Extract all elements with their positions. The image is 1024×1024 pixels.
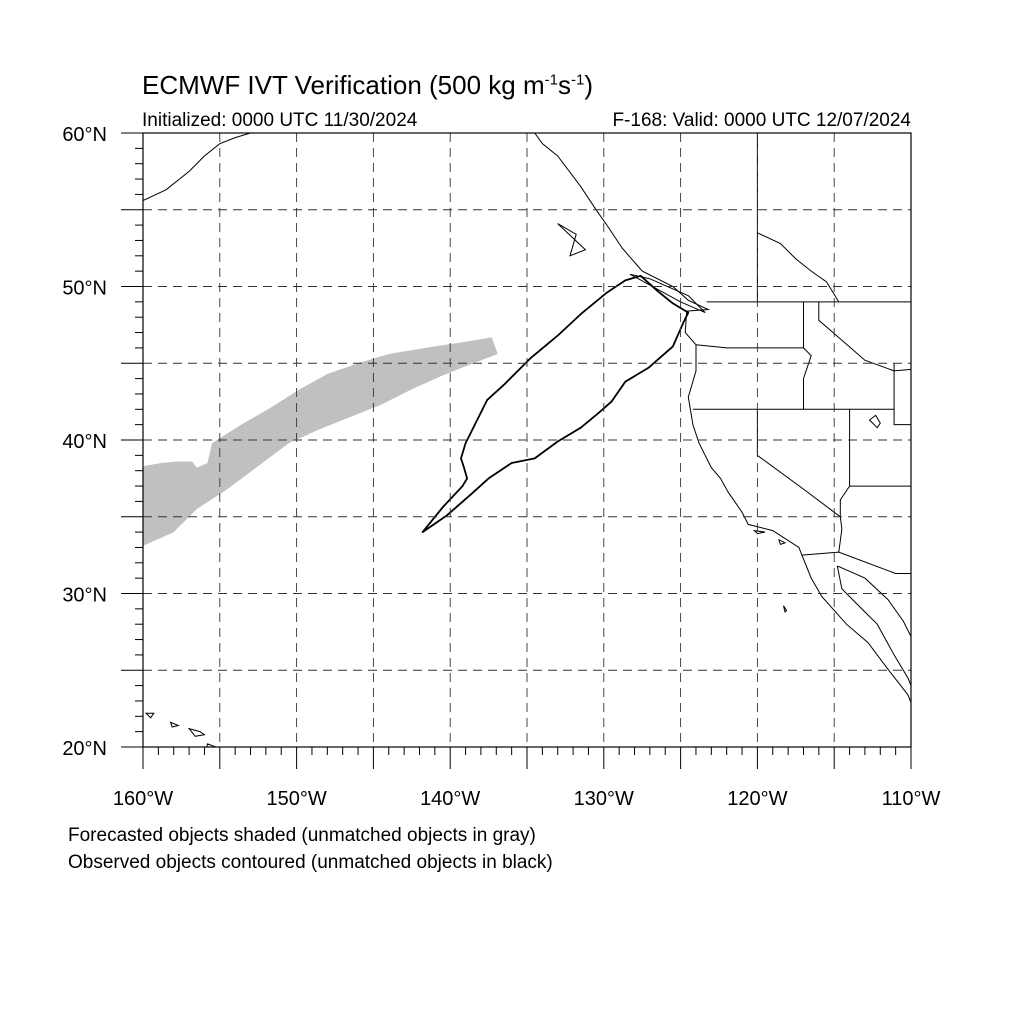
lon-label: 130°W <box>574 788 634 810</box>
island-hawaii <box>144 712 155 719</box>
political-border <box>893 363 911 426</box>
title-superscript-1: -1 <box>544 71 558 89</box>
title-mid: s <box>557 70 571 100</box>
graticule <box>143 133 911 747</box>
lon-label: 150°W <box>266 788 326 810</box>
observed-object-contour <box>421 274 690 533</box>
lat-label: 60°N <box>62 124 107 146</box>
lon-label: 110°W <box>882 788 941 810</box>
legend-forecast-note: Forecasted objects shaded (unmatched obj… <box>68 825 536 846</box>
coastline-baja-gulf <box>836 565 911 686</box>
island-outline <box>783 605 788 613</box>
coastline-north-america <box>534 133 911 703</box>
lon-label: 140°W <box>420 788 480 810</box>
lat-label: 50°N <box>62 278 107 300</box>
lon-label: 160°W <box>113 788 173 810</box>
lat-label: 40°N <box>62 431 107 453</box>
island-outline <box>629 273 706 314</box>
forecast-objects <box>143 337 498 546</box>
island-hawaii <box>187 727 206 737</box>
political-border <box>695 344 804 349</box>
political-border <box>757 232 840 303</box>
island-outline <box>752 529 766 535</box>
island-outline <box>557 223 587 257</box>
political-border <box>803 301 812 410</box>
political-border <box>801 551 911 574</box>
lat-label: 20°N <box>62 738 107 760</box>
island-outline <box>778 538 787 546</box>
axis-labels: 60°N 50°N 40°N 30°N 20°N 160°W 150°W 140°W 130°W… <box>62 124 940 810</box>
legend-observed-note: Observed objects contoured (unmatched ob… <box>68 852 553 873</box>
lon-label: 120°W <box>727 788 787 810</box>
title-suffix: ) <box>584 70 593 100</box>
political-border <box>756 409 841 518</box>
valid-time-label: F-168: Valid: 0000 UTC 12/07/2024 <box>612 110 911 131</box>
coastline-alaska <box>143 133 251 201</box>
forecast-object-shaded <box>143 337 498 546</box>
axis-ticks <box>121 132 912 769</box>
initialized-label: Initialized: 0000 UTC 11/30/2024 <box>142 110 418 131</box>
observed-objects <box>421 274 690 533</box>
island-outline <box>868 414 881 429</box>
title-superscript-2: -1 <box>570 71 585 89</box>
geography-lines <box>143 133 911 747</box>
island-hawaii <box>169 721 180 728</box>
coastline-mainland-gulf <box>837 565 911 637</box>
lat-label: 30°N <box>62 585 107 607</box>
political-border <box>818 301 911 372</box>
title-prefix: ECMWF IVT Verification (500 kg m <box>142 70 545 100</box>
map-title: ECMWF IVT Verification (500 kg m-1s-1) <box>142 70 593 101</box>
political-border <box>838 409 851 553</box>
